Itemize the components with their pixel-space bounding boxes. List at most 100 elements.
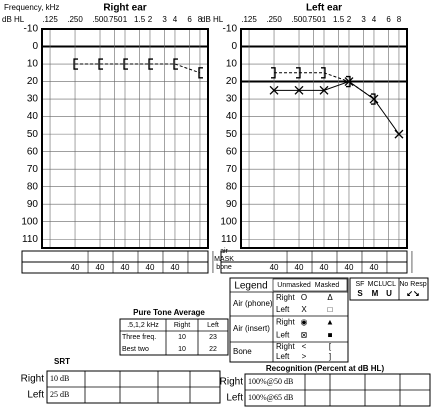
response-header: No Resp bbox=[399, 281, 426, 288]
legend-side: Left bbox=[276, 305, 290, 314]
srt-value: 25 dB bbox=[50, 390, 69, 399]
response-symbol: M bbox=[372, 289, 379, 298]
response-header: SF bbox=[356, 281, 365, 288]
mask-label: air bbox=[220, 248, 228, 255]
srt-side: Left bbox=[27, 390, 44, 401]
pta-header: .5,1,2 kHz bbox=[127, 322, 159, 329]
pta-cell: Best two bbox=[122, 346, 149, 353]
x-tick-label: 3 bbox=[361, 15, 366, 24]
y-tick-label: 0 bbox=[231, 41, 237, 52]
series-line bbox=[274, 81, 400, 135]
recognition-side: Right bbox=[220, 377, 244, 388]
mask-level: 40 bbox=[146, 263, 155, 272]
response-symbol: S bbox=[357, 289, 363, 298]
x-tick-label: .250 bbox=[266, 15, 282, 24]
series-line bbox=[75, 63, 201, 74]
x-tick-label: .250 bbox=[67, 15, 83, 24]
data-point bbox=[294, 85, 304, 95]
srt-value: 10 dB bbox=[50, 374, 69, 383]
data-point bbox=[98, 58, 104, 70]
y-axis-label: dB HL bbox=[201, 15, 224, 24]
pta-title: Pure Tone Average bbox=[133, 308, 205, 317]
y-tick-label: 60 bbox=[27, 146, 39, 157]
y-tick-label: 80 bbox=[27, 181, 39, 192]
legend-title: Legend bbox=[234, 281, 267, 292]
x-tick-label: 1 bbox=[123, 15, 128, 24]
y-tick-label: 20 bbox=[27, 76, 39, 87]
mask-label: bone bbox=[216, 264, 232, 271]
mask-level: 40 bbox=[96, 263, 105, 272]
legend-symbol: [ bbox=[329, 342, 332, 351]
recognition-title: Recognition (Percent at dB HL) bbox=[266, 364, 385, 373]
data-point bbox=[394, 129, 404, 139]
legend-side: Right bbox=[276, 293, 295, 302]
y-tick-label: 70 bbox=[226, 164, 238, 175]
y-tick-label: 20 bbox=[226, 76, 238, 87]
y-tick-label: -10 bbox=[223, 24, 238, 35]
y-tick-label: 50 bbox=[226, 129, 238, 140]
y-tick-label: 50 bbox=[27, 129, 39, 140]
mask-level: 40 bbox=[345, 263, 354, 272]
x-tick-label: 8 bbox=[397, 15, 402, 24]
x-tick-label: 6 bbox=[187, 15, 192, 24]
x-tick-label: 3 bbox=[162, 15, 167, 24]
data-point bbox=[271, 67, 276, 79]
x-tick-label: .125 bbox=[42, 15, 58, 24]
response-header: MCL bbox=[368, 281, 383, 288]
data-point bbox=[369, 94, 379, 104]
recognition-side: Left bbox=[226, 393, 243, 404]
legend-symbol: ▲ bbox=[326, 318, 334, 327]
x-tick-label: 8 bbox=[198, 15, 203, 24]
x-tick-label: .750 bbox=[306, 15, 322, 24]
srt-side: Right bbox=[21, 374, 45, 385]
plot-frame bbox=[240, 28, 408, 249]
response-symbol: U bbox=[386, 289, 392, 298]
y-tick-label: 10 bbox=[226, 59, 238, 70]
data-point bbox=[173, 58, 178, 70]
data-point bbox=[321, 67, 326, 79]
legend-side: Right bbox=[276, 342, 295, 351]
pta-header: Left bbox=[207, 322, 219, 329]
recognition-value: 100%@50 dB bbox=[248, 377, 293, 386]
legend-row-label: Air (phone) bbox=[233, 299, 273, 308]
mask-level: 40 bbox=[71, 263, 80, 272]
pta-cell: 10 bbox=[178, 346, 186, 353]
legend-symbol: □ bbox=[328, 305, 333, 314]
y-tick-label: 0 bbox=[32, 41, 38, 52]
x-tick-label: 6 bbox=[386, 15, 391, 24]
pta-cell: 10 bbox=[178, 334, 186, 341]
data-point bbox=[73, 58, 79, 70]
pta-table bbox=[119, 318, 229, 356]
series-line bbox=[274, 72, 375, 100]
y-tick-label: 90 bbox=[27, 199, 39, 210]
x-tick-label: .500 bbox=[92, 15, 108, 24]
legend-symbol: O bbox=[301, 293, 307, 302]
legend-symbol: Δ bbox=[327, 293, 333, 302]
data-point bbox=[123, 58, 128, 70]
pta-cell: 22 bbox=[209, 346, 217, 353]
y-tick-label: 40 bbox=[226, 111, 238, 122]
x-tick-label: .500 bbox=[291, 15, 307, 24]
x-tick-label: 1 bbox=[322, 15, 327, 24]
x-tick-label: .750 bbox=[107, 15, 123, 24]
plot-frame bbox=[41, 28, 209, 249]
legend-symbol: ⊠ bbox=[301, 331, 308, 340]
recognition-value: 100%@65 dB bbox=[248, 393, 293, 402]
mask-level: 40 bbox=[295, 263, 304, 272]
legend-symbol: ◉ bbox=[301, 318, 308, 327]
response-symbol: ↙↘ bbox=[406, 289, 419, 298]
y-tick-label: 30 bbox=[27, 94, 39, 105]
legend-symbol: X bbox=[301, 305, 307, 314]
data-point bbox=[370, 93, 376, 105]
y-tick-label: 80 bbox=[226, 181, 238, 192]
legend-side: Right bbox=[276, 318, 295, 327]
x-tick-label: 4 bbox=[372, 15, 377, 24]
y-tick-label: 10 bbox=[27, 59, 39, 70]
response-header: UCL bbox=[382, 281, 396, 288]
legend-side: Left bbox=[276, 331, 290, 340]
y-tick-label: 70 bbox=[27, 164, 39, 175]
mask-level: 40 bbox=[370, 263, 379, 272]
legend-row-label: Bone bbox=[233, 347, 252, 356]
legend-row-label: Air (insert) bbox=[233, 324, 270, 333]
